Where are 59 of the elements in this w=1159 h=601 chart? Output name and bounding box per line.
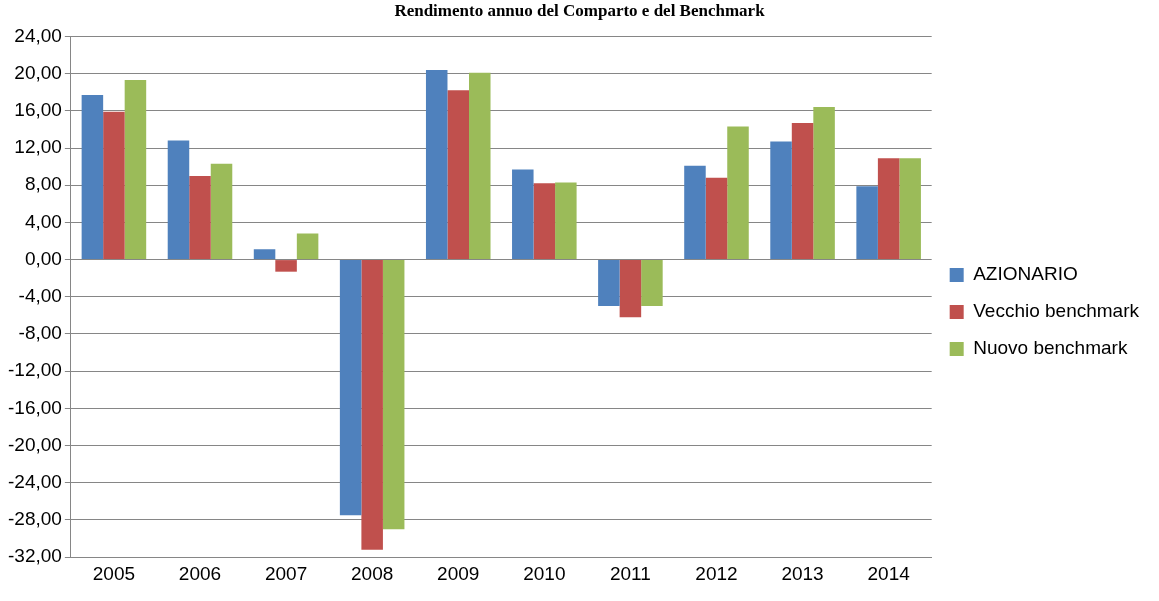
- chart-title: Rendimento annuo del Comparto e del Benchmark: [393, 0, 766, 22]
- y-tick-label: 4,00: [24, 210, 62, 232]
- x-tick-label: 2014: [867, 562, 911, 584]
- legend-label: Vecchio benchmark: [973, 300, 1140, 322]
- x-tick-label: 2007: [264, 562, 308, 584]
- bar: [469, 72, 491, 260]
- y-tick-label: 24,00: [14, 24, 62, 46]
- y-tick-label: -16,00: [8, 396, 62, 418]
- bar: [189, 175, 211, 260]
- y-tick-label: 12,00: [14, 136, 62, 158]
- bar: [296, 233, 319, 260]
- bar: [641, 260, 663, 307]
- bar: [81, 94, 104, 260]
- x-tick-label: 2008: [351, 562, 394, 584]
- bar: [382, 260, 405, 530]
- x-tick-label: 2010: [523, 562, 566, 584]
- legend-label: Nuovo benchmark: [973, 337, 1128, 359]
- y-tick-label: -4,00: [18, 285, 62, 307]
- bar: [598, 260, 620, 307]
- y-tick-label: 8,00: [24, 173, 62, 195]
- bar: [791, 122, 814, 260]
- bar: [899, 158, 921, 260]
- x-tick-label: 2006: [178, 562, 222, 584]
- x-tick-label: 2005: [92, 562, 136, 584]
- bar: [555, 182, 577, 260]
- bar: [727, 126, 749, 260]
- bar: [619, 260, 642, 318]
- y-tick-label: -32,00: [8, 545, 62, 567]
- bar: [210, 163, 233, 260]
- y-tick-label: -8,00: [18, 322, 62, 344]
- y-tick-label: -28,00: [8, 508, 62, 530]
- bar: [275, 260, 297, 272]
- bar: [533, 183, 556, 260]
- bar: [361, 260, 383, 550]
- bar: [167, 140, 190, 260]
- y-tick-label: 20,00: [14, 61, 62, 83]
- bar: [103, 111, 125, 260]
- bar: [512, 169, 534, 260]
- bar: [253, 249, 276, 260]
- x-tick-label: 2013: [781, 562, 824, 584]
- bar: [856, 186, 878, 260]
- x-tick-label: 2011: [609, 562, 651, 584]
- legend-label: AZIONARIO: [973, 263, 1078, 285]
- bar: [425, 69, 448, 260]
- bar: [339, 260, 362, 516]
- y-tick-label: -20,00: [8, 433, 62, 455]
- bar: [813, 107, 835, 260]
- y-tick-label: -24,00: [8, 471, 62, 493]
- x-tick-label: 2012: [695, 562, 738, 584]
- y-tick-label: 16,00: [14, 99, 62, 121]
- bar: [877, 158, 900, 260]
- bar: [705, 177, 728, 260]
- bar: [684, 165, 706, 260]
- x-tick-label: 2009: [437, 562, 480, 584]
- bar: [770, 141, 792, 260]
- y-tick-label: 0,00: [24, 247, 62, 269]
- y-tick-label: -12,00: [8, 359, 62, 381]
- bar: [124, 80, 147, 260]
- bar: [447, 90, 469, 260]
